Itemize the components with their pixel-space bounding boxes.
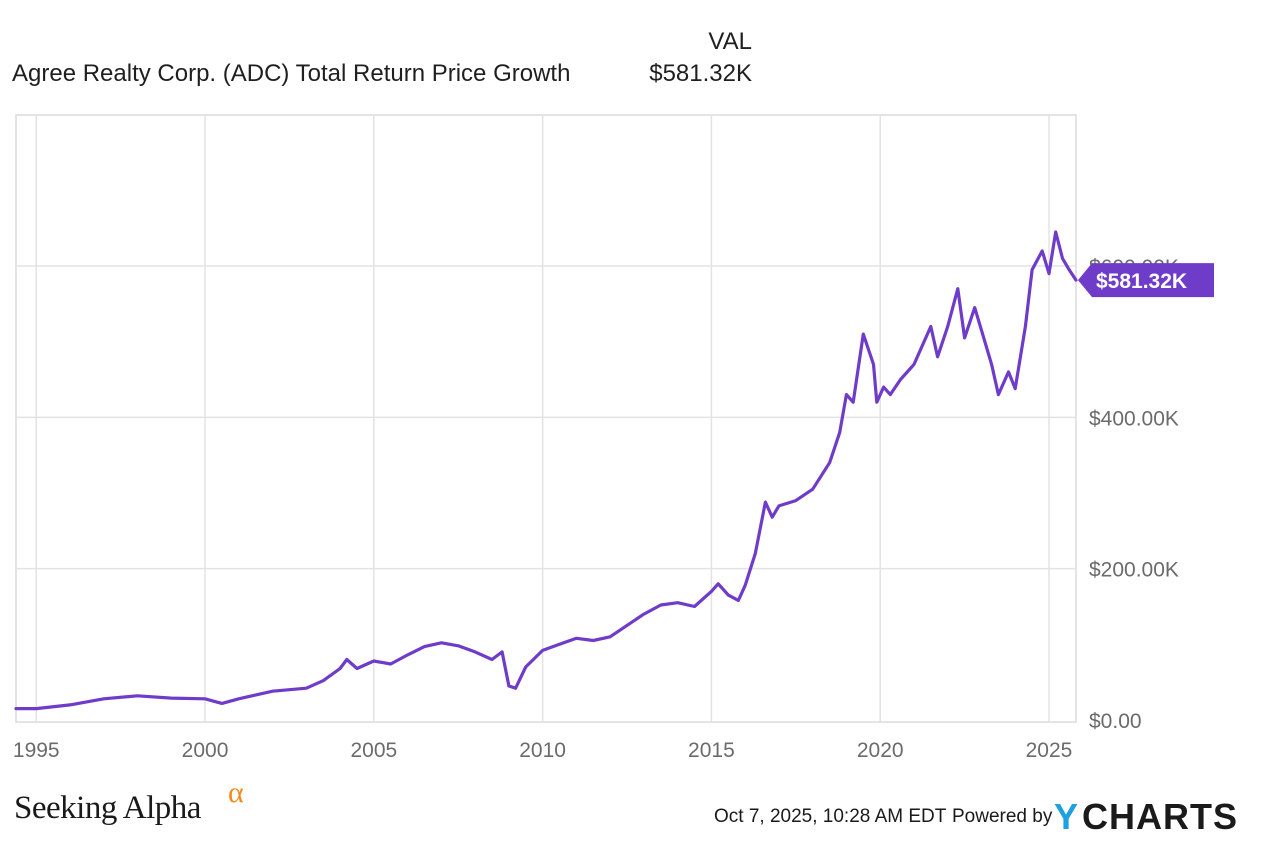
series-line <box>14 230 1078 711</box>
x-tick-label: 2020 <box>857 739 904 762</box>
x-tick-label: 2015 <box>688 739 735 762</box>
y-tick-label: $400.00K <box>1089 407 1179 430</box>
legend-column-header: VAL <box>708 28 752 55</box>
x-tick-label: 2000 <box>182 739 229 762</box>
x-tick-label: 2010 <box>519 739 566 762</box>
series-layer <box>14 230 1078 711</box>
timestamp: Oct 7, 2025, 10:28 AM EDT <box>714 806 947 827</box>
ycharts-logo: CHARTS <box>1082 796 1238 837</box>
powered-by-label: Powered by <box>952 806 1053 827</box>
x-gridlines <box>35 115 1050 722</box>
ycharts-logo-y: Y <box>1054 796 1079 837</box>
y-tick-label: $0.00 <box>1089 710 1142 733</box>
y-tick-label: $200.00K <box>1089 559 1179 582</box>
x-tick-labels: 1995 2000 2005 2010 2015 2020 2025 <box>13 739 1072 762</box>
x-tick-label: 1995 <box>13 739 60 762</box>
x-tick-label: 2025 <box>1026 739 1073 762</box>
plot-area <box>15 114 1077 723</box>
x-tick-label: 2005 <box>350 739 397 762</box>
y-gridlines <box>16 265 1076 570</box>
alpha-logo-mark: α <box>228 776 244 809</box>
end-value-tag <box>1078 263 1214 298</box>
end-value-text: $581.32K <box>1096 270 1187 293</box>
seeking-alpha-logo: Seeking Alpha <box>14 790 201 826</box>
legend-series-name: Agree Realty Corp. (ADC) Total Return Pr… <box>12 60 571 87</box>
y-tick-labels: $0.00$200.00K$400.00K$600.00K <box>1089 256 1179 733</box>
legend-series-value: $581.32K <box>649 60 752 87</box>
end-value-label: $581.32K <box>1078 263 1214 298</box>
